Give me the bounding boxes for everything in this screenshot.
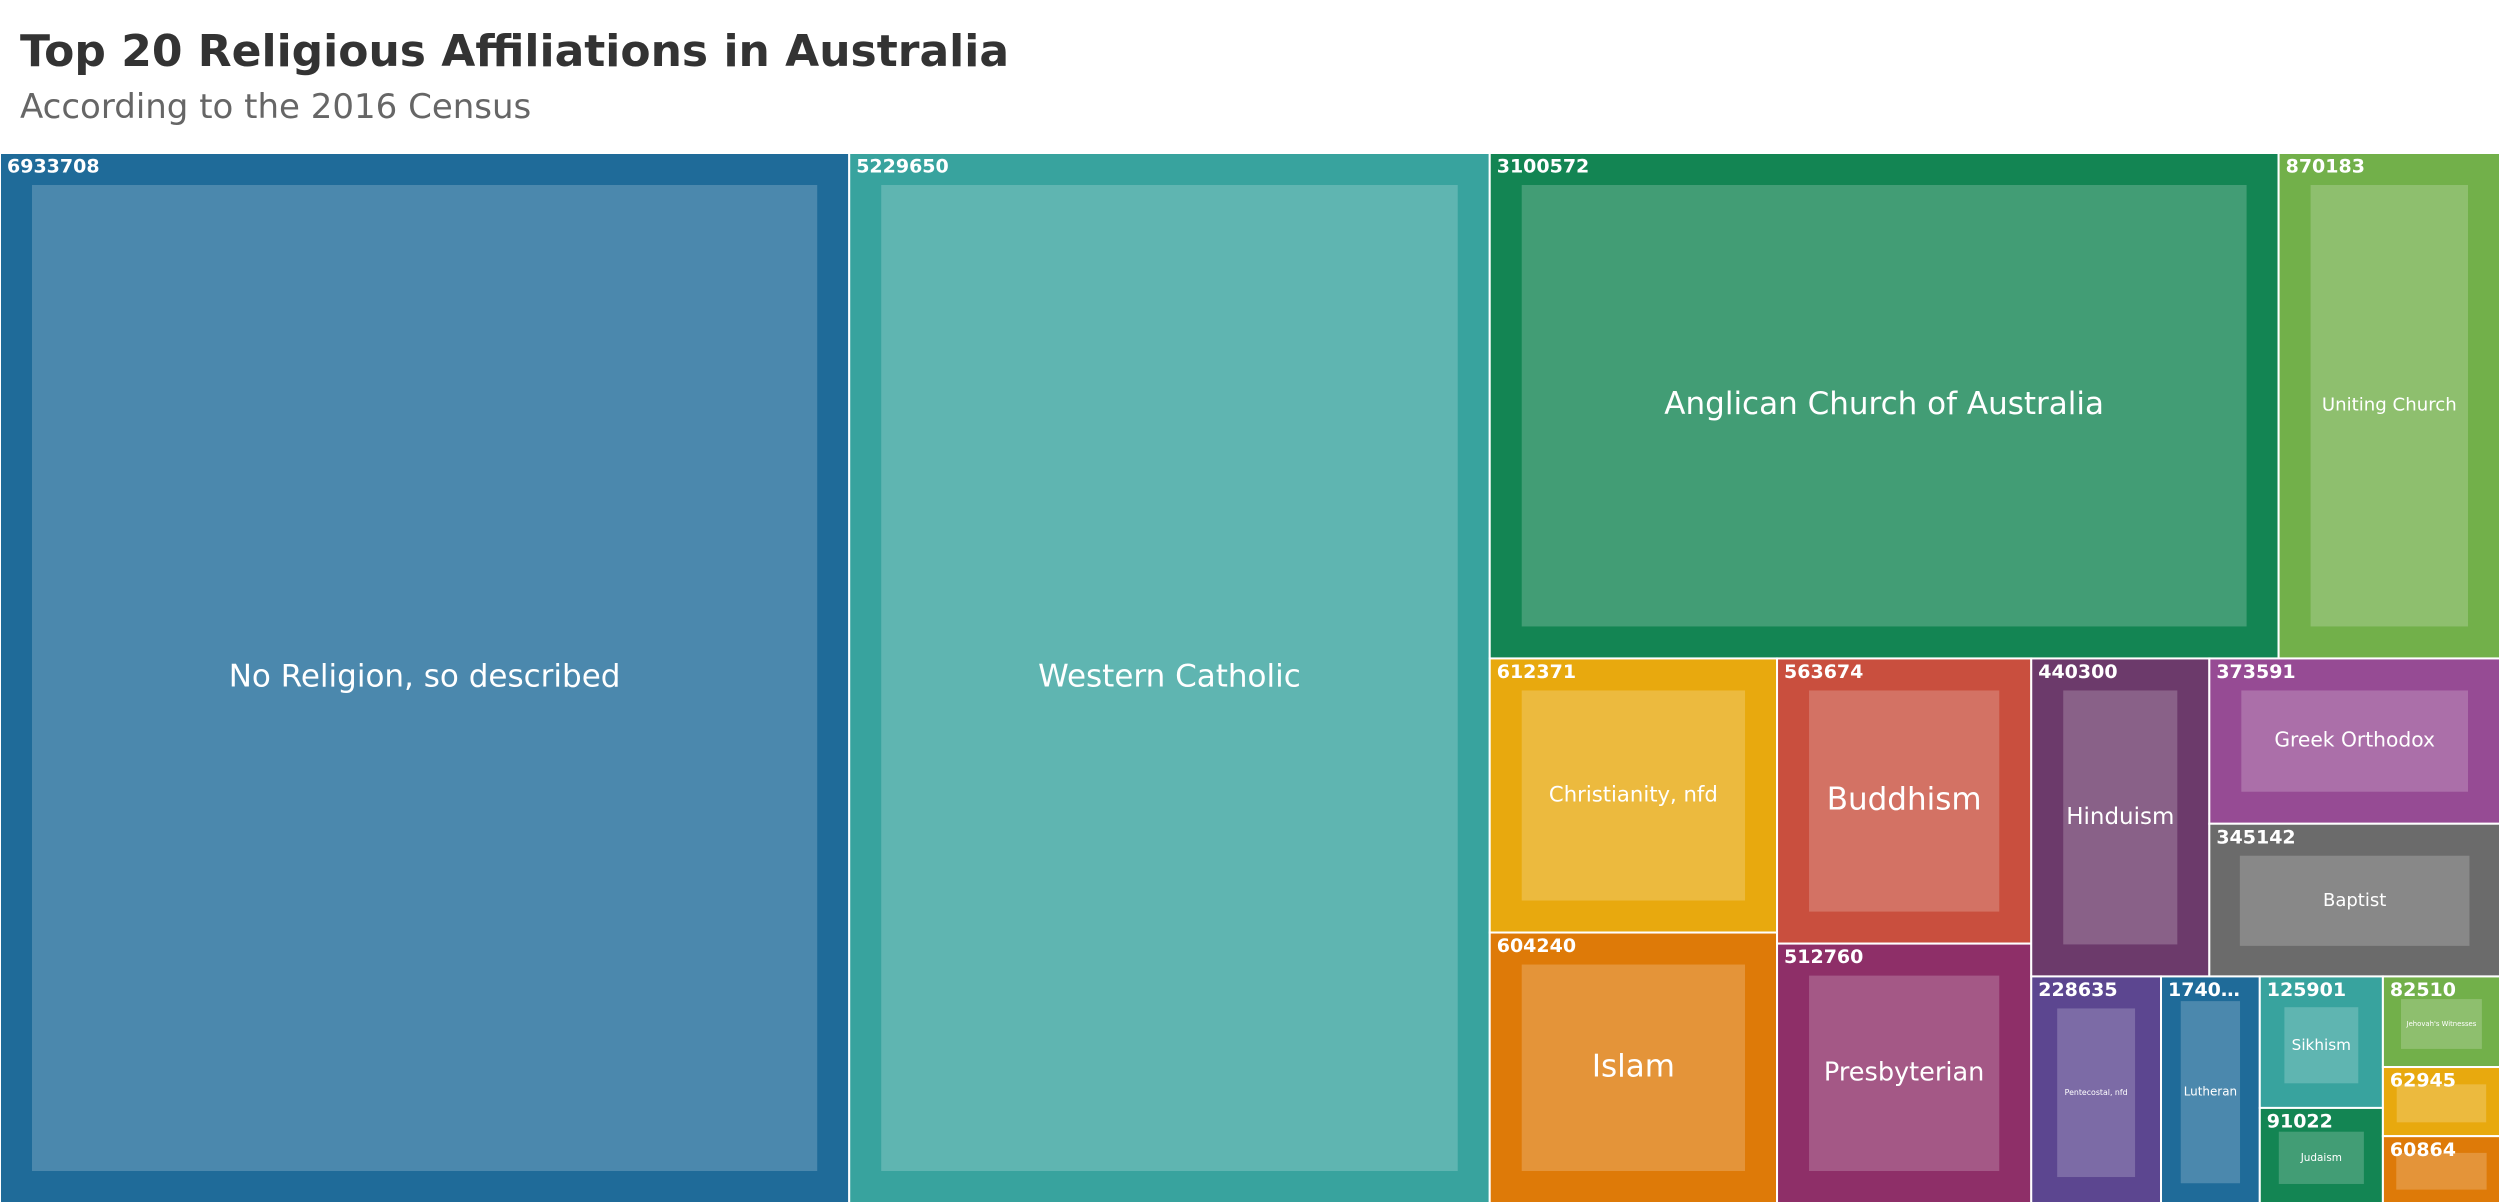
value-label: 563674 [1784,661,1863,683]
tile-label: Western Catholic [1038,659,1301,695]
tile-inner [1809,690,2000,912]
tile-label: Hinduism [2066,804,2174,830]
tile-inner [2396,1152,2487,1190]
value-label: 345142 [2216,826,2295,848]
value-label: 440300 [2038,661,2117,683]
value-label: 1740… [2168,979,2240,1001]
value-label: 125901 [2267,979,2346,1001]
tile-label: Sikhism [2292,1036,2351,1054]
tile-label: Christianity, nfd [1549,781,1718,806]
value-label: 373591 [2216,661,2295,683]
tile-inner [1521,185,2247,627]
tile-label: Presbyterian [1824,1057,1984,1087]
tile-label: Islam [1592,1048,1675,1084]
tile-inner [2239,855,2470,946]
tile-inner [2063,690,2178,945]
tile [2258,975,2384,1109]
tile [2030,657,2211,978]
tile-inner [2310,185,2468,627]
value-label: 612371 [1497,661,1576,683]
tile-inner [2401,999,2482,1049]
value-label: 3100572 [1497,156,1590,178]
tile [2208,822,2500,978]
tile [2381,1135,2500,1203]
tile-inner [2396,1084,2487,1123]
chart-subtitle: According to the 2016 Census [20,87,531,127]
tile [1488,657,1779,934]
value-label: 870183 [2286,156,2365,178]
value-label: 82510 [2390,979,2456,1001]
tile [2381,975,2500,1069]
tile [2208,657,2500,825]
tile-inner [2284,1007,2359,1084]
tile-label: Lutheran [2184,1085,2237,1099]
tile [2160,975,2261,1203]
value-label: 91022 [2267,1111,2333,1133]
tile [1488,152,2280,660]
tile-label: Jehovah's Witnesses [2406,1020,2477,1028]
tile-inner [1809,975,2000,1171]
tile-inner [881,185,1458,1171]
tile-inner [1521,964,1746,1171]
value-label: 512760 [1784,946,1863,968]
tile [2277,152,2500,660]
tile-inner [32,185,818,1171]
value-label: 5229650 [856,156,949,178]
tile-label: Buddhism [1827,782,1982,818]
tile-label: Baptist [2323,890,2386,911]
tile-inner [2278,1131,2364,1184]
tile-label: Uniting Church [2322,395,2457,416]
value-label: 60864 [2390,1139,2456,1161]
tile-label: Judaism [2300,1152,2342,1164]
value-label: 62945 [2390,1070,2456,1092]
tile [848,152,1491,1203]
tile [0,152,851,1203]
tile-label: No Religion, so described [229,659,621,695]
chart-title: Top 20 Religious Affiliations in Austral… [20,26,1009,77]
tile-inner [2180,1001,2241,1184]
tile-inner [2057,1008,2136,1178]
value-label: 6933708 [7,156,100,178]
tile-inner [2241,690,2468,792]
tile-label: Greek Orthodox [2274,728,2435,752]
tile-label: Pentecostal, nfd [2065,1088,2128,1097]
value-label: 604240 [1497,935,1576,957]
tile-inner [1521,690,1746,901]
tile [2030,975,2163,1203]
value-label: 228635 [2038,979,2117,1001]
tile-label: Anglican Church of Australia [1664,386,2104,422]
tile [1776,942,2033,1203]
